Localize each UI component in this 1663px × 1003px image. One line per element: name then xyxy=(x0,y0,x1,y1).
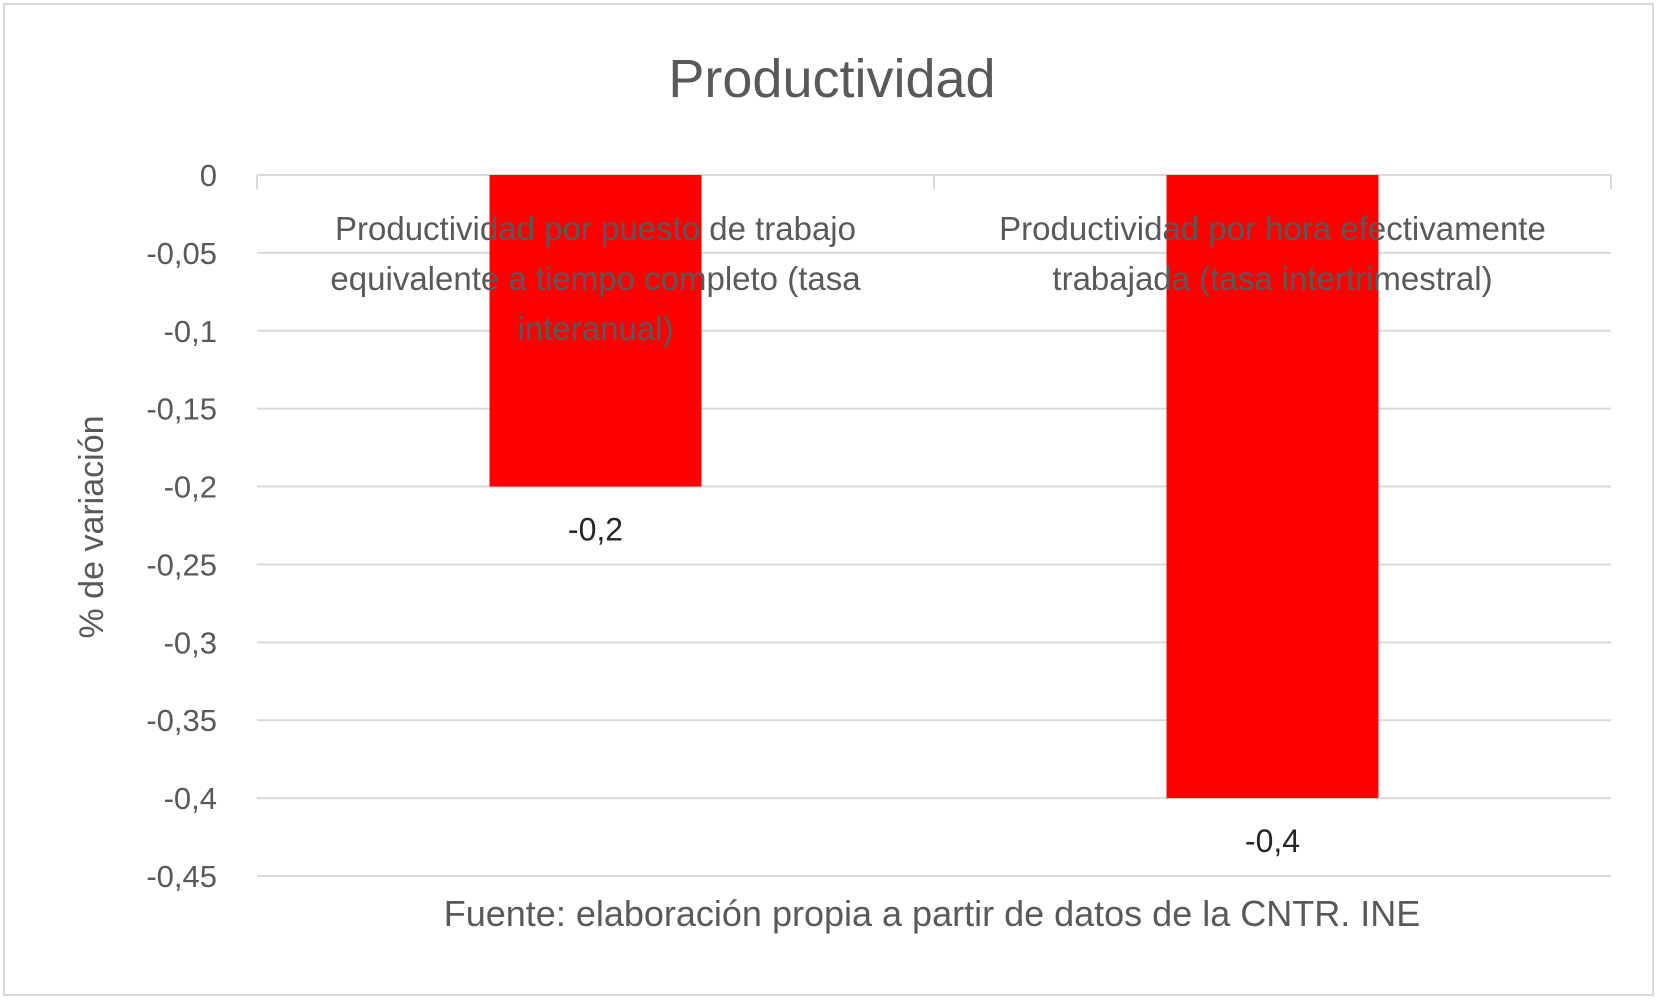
category-label-line: trabajada (tasa intertrimestral) xyxy=(1052,260,1492,297)
y-tick-label: 0 xyxy=(200,158,217,193)
chart-title: Productividad xyxy=(668,49,995,109)
bar xyxy=(489,175,702,487)
data-label: -0,4 xyxy=(1245,823,1300,859)
y-tick-label: -0,3 xyxy=(164,625,217,660)
category-label: Productividad por hora efectivamente trab… xyxy=(999,210,1546,297)
bars xyxy=(489,175,1379,799)
y-tick-label: -0,25 xyxy=(146,547,217,582)
x-axis-label: Fuente: elaboración propia a partir de d… xyxy=(444,893,1421,934)
y-tick-label: -0,05 xyxy=(146,236,217,271)
category-labels: Productividad por puesto de trabajo equiv… xyxy=(330,210,1545,347)
y-tick-label: -0,35 xyxy=(146,703,217,738)
category-label-line: Productividad por hora efectivamente xyxy=(999,210,1546,247)
y-tick-label: -0,15 xyxy=(146,392,217,427)
y-tick-labels: 0 -0,05 -0,1 -0,15 -0,2 -0,25 -0,3 -0,35 -0,4 -0,… xyxy=(146,158,217,894)
y-tick-label: -0,4 xyxy=(164,781,217,816)
gridlines xyxy=(256,174,1612,877)
category-label-line: interanual) xyxy=(518,310,674,347)
chart-frame xyxy=(3,3,1654,996)
data-label: -0,2 xyxy=(568,512,623,548)
data-labels: -0,2 -0,4 xyxy=(568,512,1300,860)
y-tick-label: -0,2 xyxy=(164,470,217,505)
category-label-line: Productividad por puesto de trabajo xyxy=(335,210,856,247)
bar xyxy=(1166,175,1379,799)
y-axis-label: % de variación xyxy=(73,415,111,638)
y-tick-label: -0,1 xyxy=(164,314,217,349)
category-label-line: equivalente a tiempo completo (tasa xyxy=(330,260,861,297)
category-label: Productividad por puesto de trabajo equiv… xyxy=(330,210,861,347)
y-tick-label: -0,45 xyxy=(146,859,217,894)
